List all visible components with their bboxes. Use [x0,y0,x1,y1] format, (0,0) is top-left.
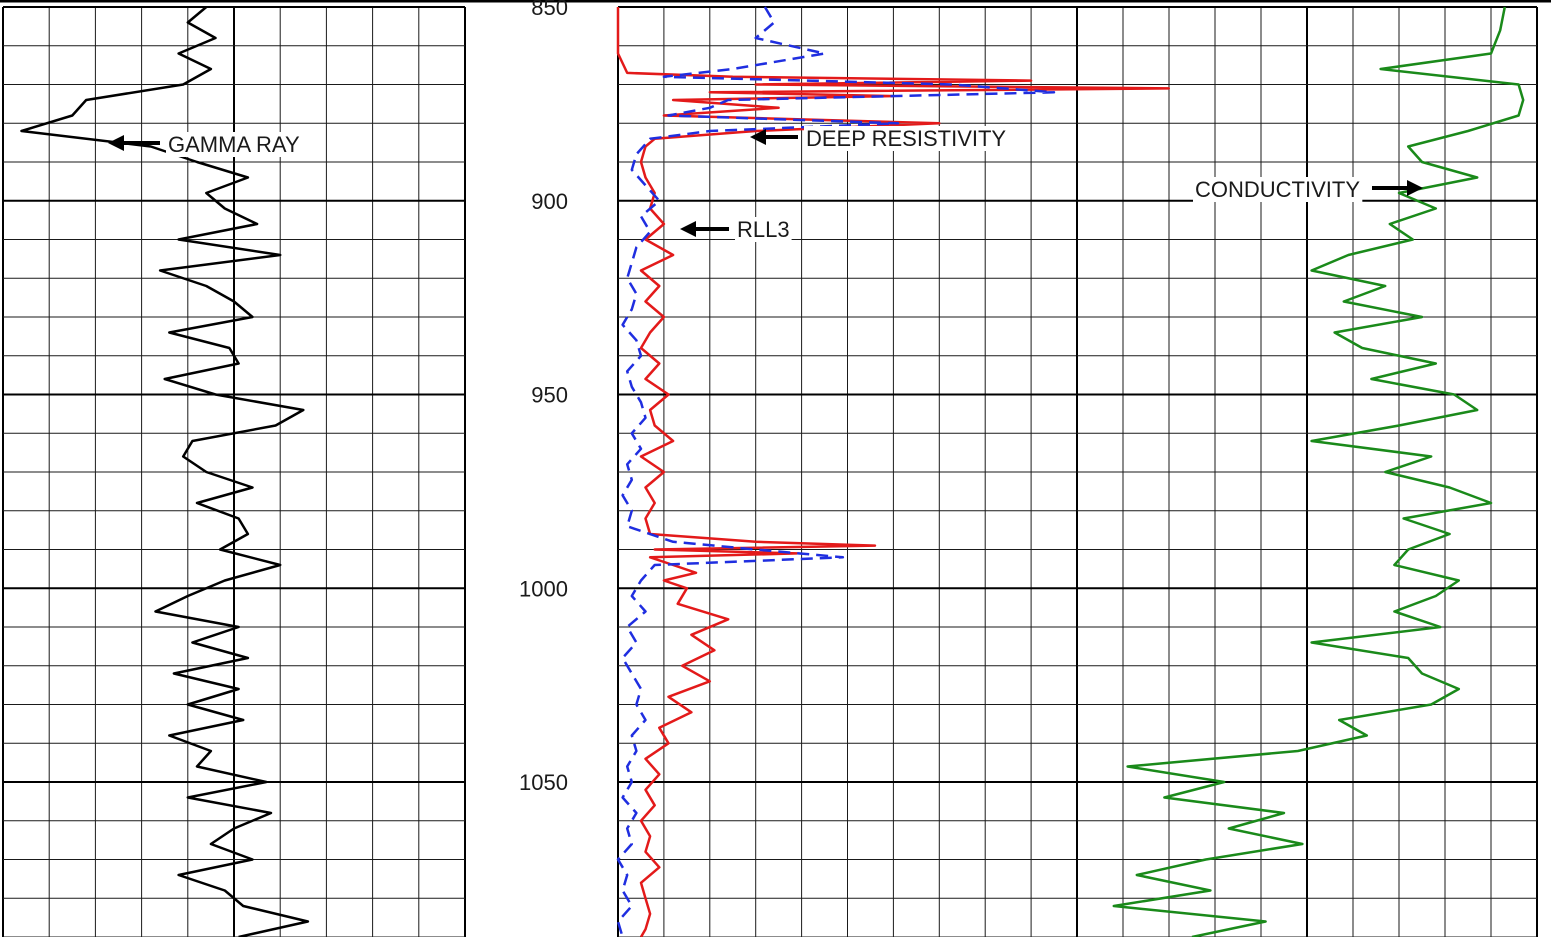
annotation-conductivity-arrowhead [1407,180,1423,196]
series-conductivity [1112,6,1525,937]
depth-label-1050: 1050 [519,770,568,795]
depth-axis-labels: 850 900 950 1000 1050 [519,0,568,795]
series-rll3 [616,6,1056,937]
annotation-deep-resistivity-bg [804,126,1009,151]
series-deep-resistivity [616,7,1171,937]
annotation-layer: GAMMA RAY DEEP RESISTIVITY RLL3 CONDUCTIVIT… [108,126,1423,242]
annotation-gamma-ray-bg [166,132,302,157]
depth-label-950: 950 [531,383,568,408]
annotation-gamma-ray-label: GAMMA RAY [168,132,300,157]
annotation-conductivity-bg [1193,177,1363,202]
series-gamma-ray [20,6,310,937]
annotation-rll3-label: RLL3 [737,217,790,242]
annotation-deep-resistivity-arrowhead [750,129,766,145]
depth-label-900: 900 [531,189,568,214]
depth-label-850: 850 [531,0,568,20]
annotation-conductivity-label: CONDUCTIVITY [1195,177,1360,202]
curve-layer [20,6,1525,937]
annotation-rll3-bg [735,217,792,242]
annotation-rll3-arrowhead [680,221,696,237]
annotation-gamma-ray-arrowhead [108,135,124,151]
depth-label-1000: 1000 [519,576,568,601]
annotation-deep-resistivity-label: DEEP RESISTIVITY [806,126,1006,151]
